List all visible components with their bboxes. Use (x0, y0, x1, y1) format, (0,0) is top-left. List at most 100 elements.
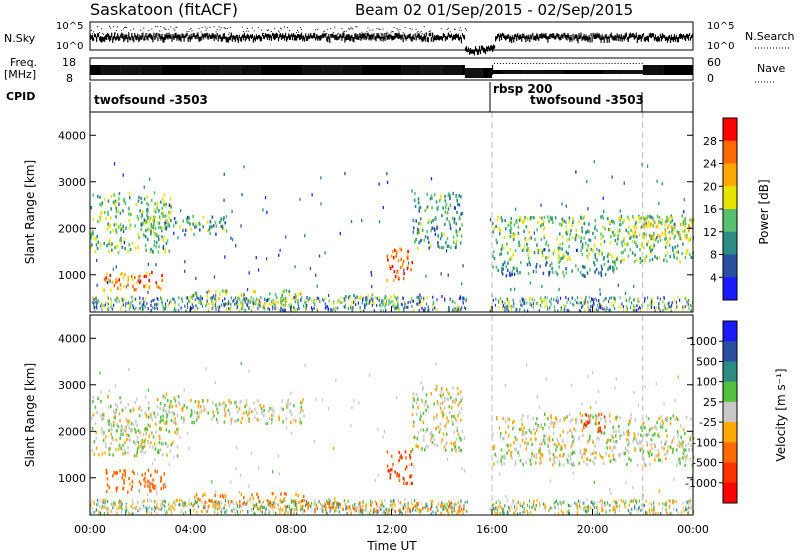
nsky-sample (382, 36, 384, 42)
nsky-sample (629, 32, 631, 38)
echo-cell (118, 299, 120, 303)
echo-cell (593, 298, 595, 302)
echo-cell (554, 416, 557, 420)
freq-sample (148, 65, 150, 75)
nsky-sample (624, 33, 626, 39)
echo-cell (673, 236, 675, 240)
echo-cell (606, 441, 608, 445)
echo-cell (664, 457, 667, 461)
echo-cell (165, 242, 168, 246)
echo-cell (657, 454, 659, 458)
echo-cell (403, 481, 405, 485)
freq-sample (671, 65, 673, 75)
echo-cell (614, 300, 616, 304)
echo-cell (107, 199, 110, 203)
echo-cell (630, 228, 632, 233)
echo-cell (187, 305, 189, 309)
echo-cell (280, 297, 282, 301)
echo-cell (422, 228, 424, 232)
echo-cell (124, 246, 126, 251)
echo-cell (621, 240, 623, 244)
echo-cell (685, 455, 688, 459)
echo-cell (652, 245, 655, 249)
echo-cell (300, 421, 302, 425)
echo-cell (619, 296, 621, 300)
freq-sample (293, 65, 295, 75)
echo-cell (643, 246, 645, 250)
nsky-sample (308, 33, 310, 39)
echo-cell (582, 434, 584, 438)
nsearch-sample (143, 27, 145, 29)
echo-cell (542, 254, 544, 258)
echo-cell (150, 441, 152, 445)
nsky-sample (90, 34, 92, 40)
echo-cell (407, 249, 409, 254)
nsky-sample (587, 36, 589, 43)
echo-cell (560, 308, 562, 312)
nsky-sample (356, 35, 358, 40)
echo-cell (345, 306, 347, 310)
echo-cell (146, 195, 148, 199)
echo-cell (138, 480, 141, 484)
echo-cell (93, 452, 96, 456)
echo-cell (395, 254, 398, 258)
echo-cell (97, 219, 99, 223)
freq-sample (477, 68, 479, 78)
freq-sample (641, 70, 643, 74)
echo-cell (358, 296, 360, 300)
freq-sample (529, 70, 531, 74)
echo-cell (104, 445, 107, 449)
nsky-sample (153, 32, 155, 38)
echo-cell (646, 164, 649, 168)
nsky-sample (548, 35, 550, 40)
echo-cell (612, 260, 614, 264)
echo-cell (371, 285, 373, 289)
echo-cell (511, 272, 513, 276)
echo-cell (541, 300, 543, 304)
nsky-sample (610, 32, 612, 38)
echo-cell (155, 281, 158, 285)
echo-cell (226, 302, 228, 306)
echo-cell (218, 296, 220, 301)
echo-cell (171, 404, 173, 408)
echo-cell (228, 299, 230, 303)
echo-cell (665, 241, 668, 245)
echo-cell (430, 433, 433, 437)
echo-cell (112, 438, 114, 442)
echo-cell (237, 418, 240, 422)
echo-cell (220, 224, 223, 228)
echo-cell (289, 409, 292, 413)
freq-sample (499, 70, 501, 74)
echo-cell (168, 301, 171, 305)
echo-cell (136, 215, 139, 219)
echo-cell (458, 309, 460, 313)
echo-cell (172, 420, 175, 424)
echo-cell (212, 306, 214, 310)
echo-cell (509, 451, 512, 455)
echo-cell (633, 298, 635, 302)
echo-cell (164, 250, 166, 254)
echo-cell (139, 296, 141, 300)
echo-cell (592, 298, 594, 302)
echo-cell (667, 226, 669, 230)
echo-cell (670, 214, 672, 218)
echo-cell (609, 296, 611, 300)
echo-cell (364, 303, 366, 307)
freq-sample (277, 65, 279, 75)
echo-cell (661, 182, 663, 186)
echo-cell (462, 301, 464, 305)
echo-cell (144, 243, 147, 247)
echo-cell (456, 198, 458, 203)
freq-sample (468, 68, 470, 78)
nave-tick-top: 60 (707, 56, 721, 69)
echo-cell (510, 217, 513, 221)
nsearch-sample (397, 29, 399, 31)
freq-sample (193, 65, 195, 75)
nsky-sample (477, 49, 480, 55)
nsearch-sample (190, 28, 192, 29)
echo-cell (234, 401, 236, 405)
echo-cell (187, 216, 190, 220)
echo-cell (232, 299, 234, 303)
nsky-sample (625, 32, 627, 37)
nsky-sample (431, 32, 433, 38)
